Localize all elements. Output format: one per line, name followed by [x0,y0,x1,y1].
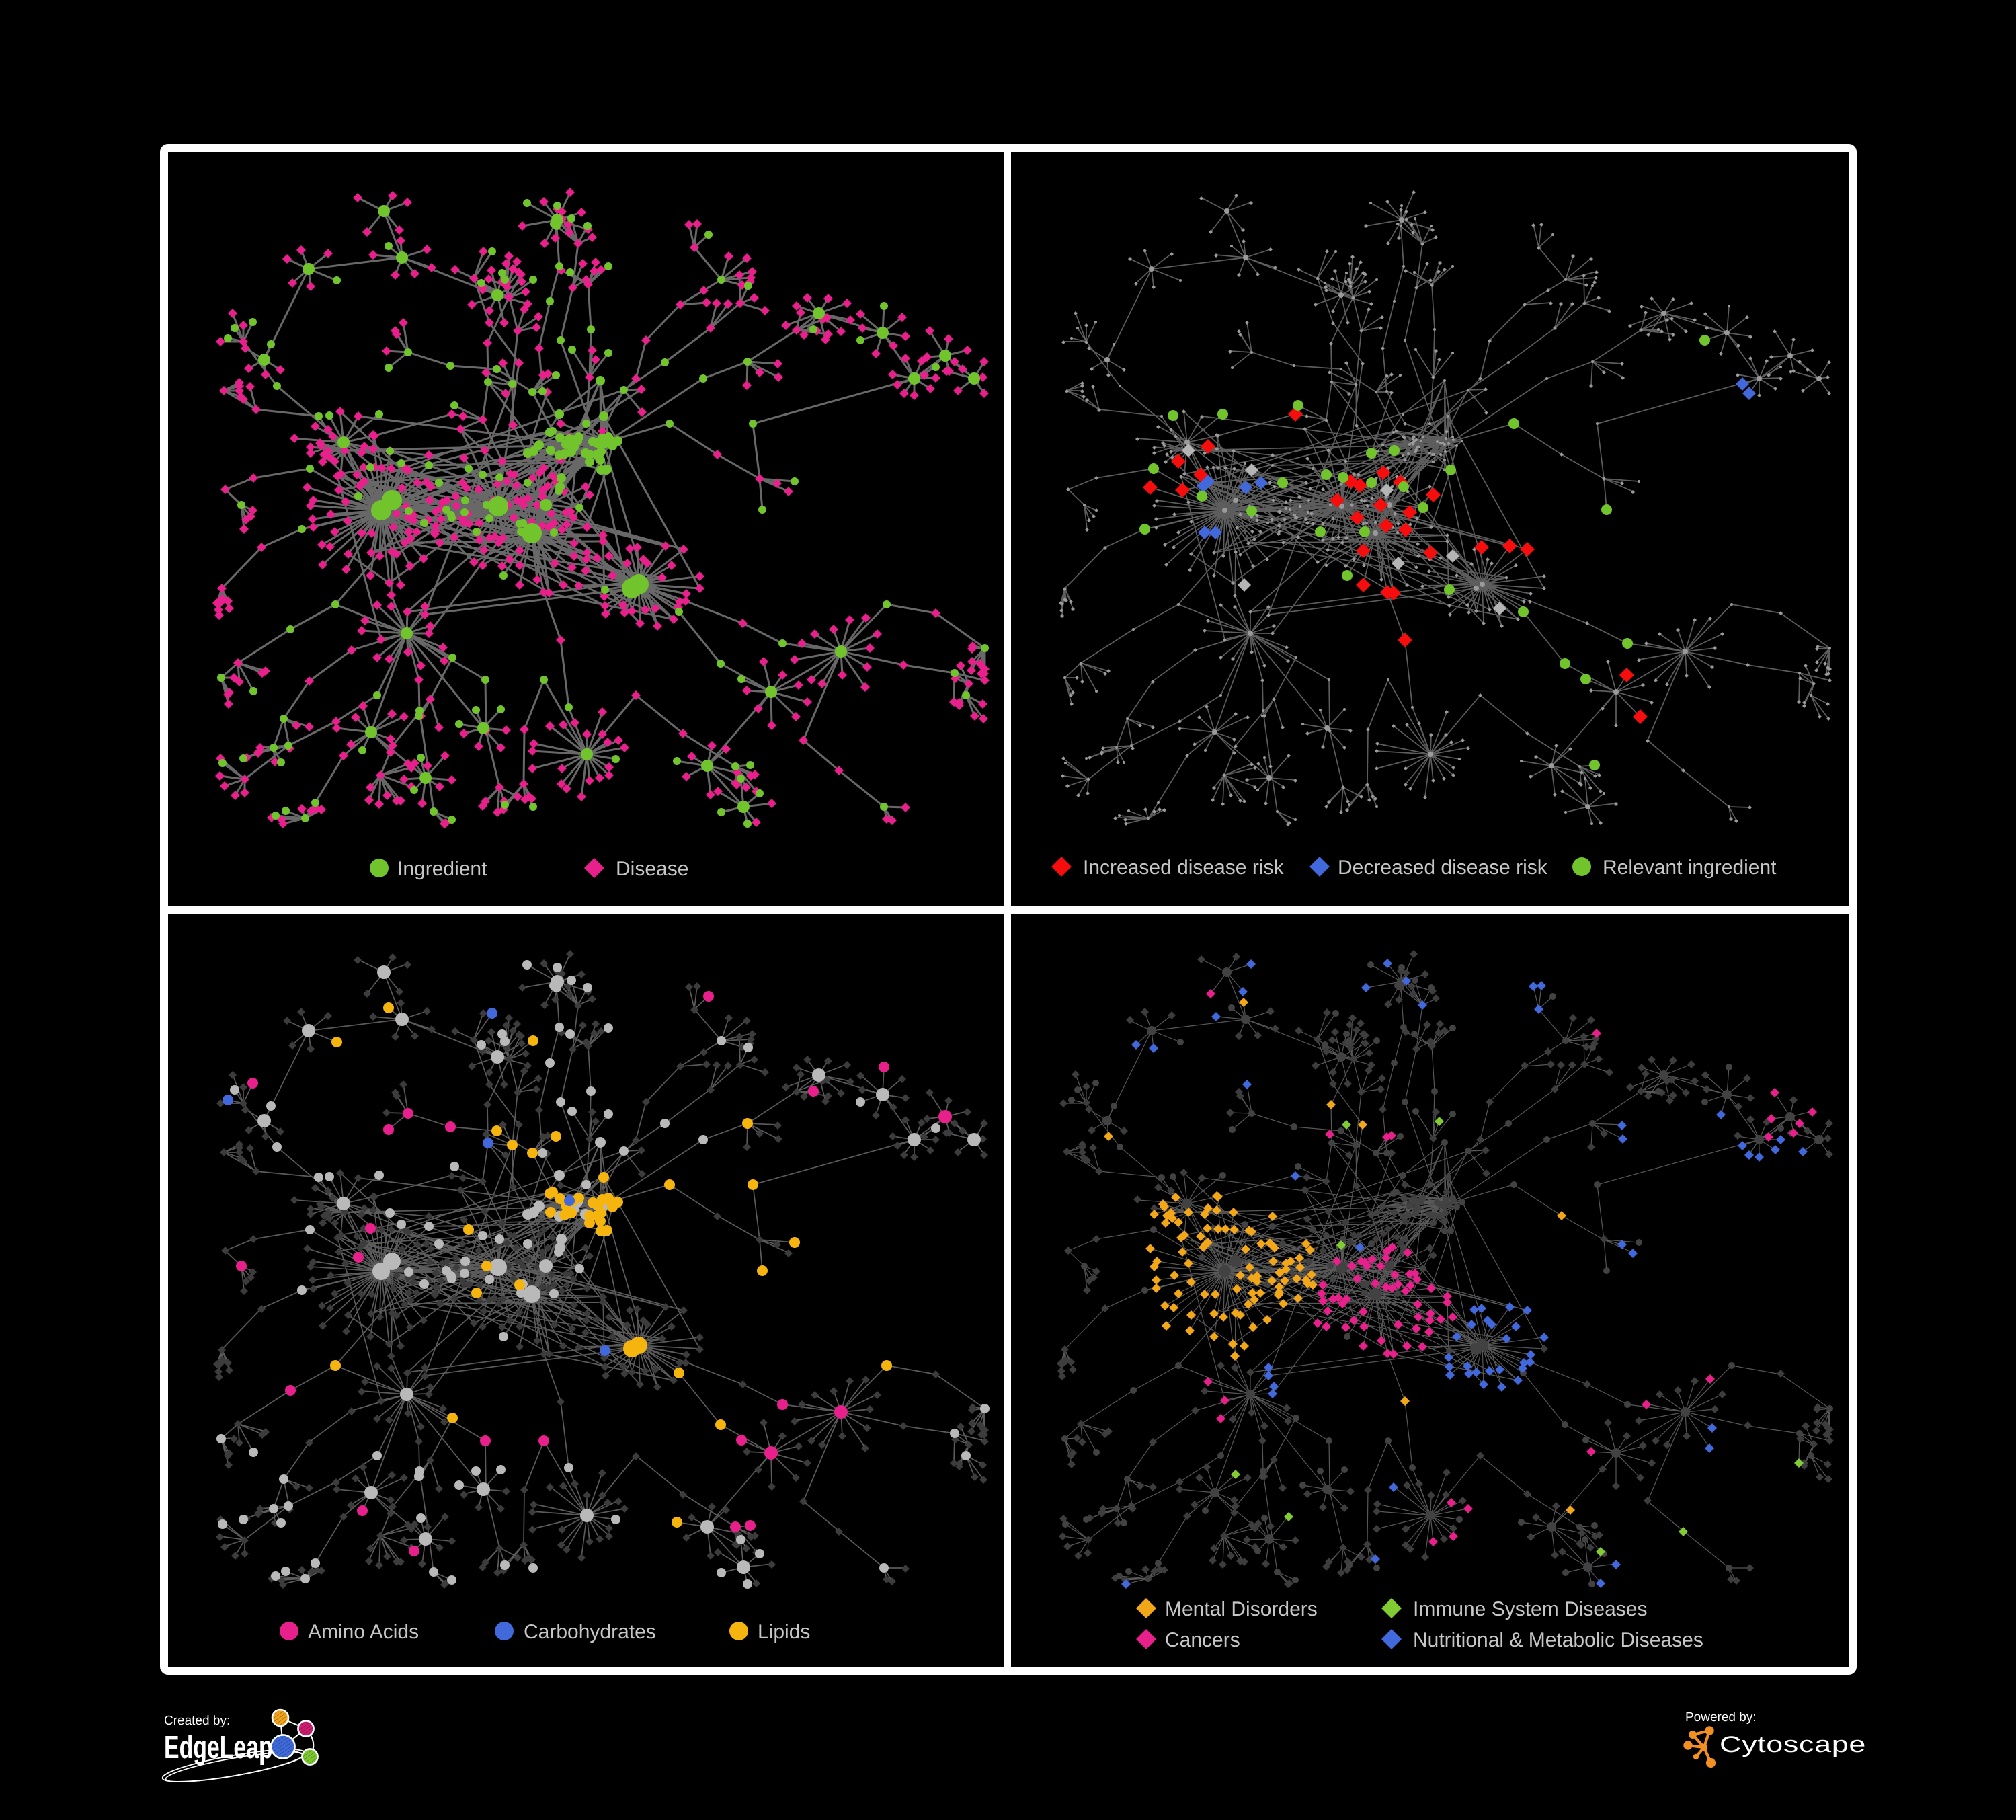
svg-text:Ingredient: Ingredient [397,858,487,880]
svg-text:Disease: Disease [616,858,688,880]
svg-text:Nutritional & Metabolic Diseas: Nutritional & Metabolic Diseases [1413,1629,1703,1651]
svg-text:Carbohydrates: Carbohydrates [524,1621,656,1643]
svg-text:Relevant ingredient: Relevant ingredient [1603,857,1777,879]
svg-text:Decreased disease risk: Decreased disease risk [1338,857,1548,879]
svg-text:Powered by:: Powered by: [1685,1710,1757,1725]
svg-text:Cancers: Cancers [1165,1629,1240,1651]
svg-text:Immune System Diseases: Immune System Diseases [1413,1598,1647,1620]
svg-text:Lipids: Lipids [758,1621,810,1643]
svg-text:Increased disease risk: Increased disease risk [1083,857,1284,879]
svg-text:EdgeLeap: EdgeLeap [164,1730,273,1766]
svg-text:Amino Acids: Amino Acids [308,1621,419,1643]
svg-text:Mental Disorders: Mental Disorders [1165,1598,1318,1620]
svg-text:Cytoscape: Cytoscape [1720,1732,1866,1757]
svg-text:Created by:: Created by: [164,1714,230,1728]
